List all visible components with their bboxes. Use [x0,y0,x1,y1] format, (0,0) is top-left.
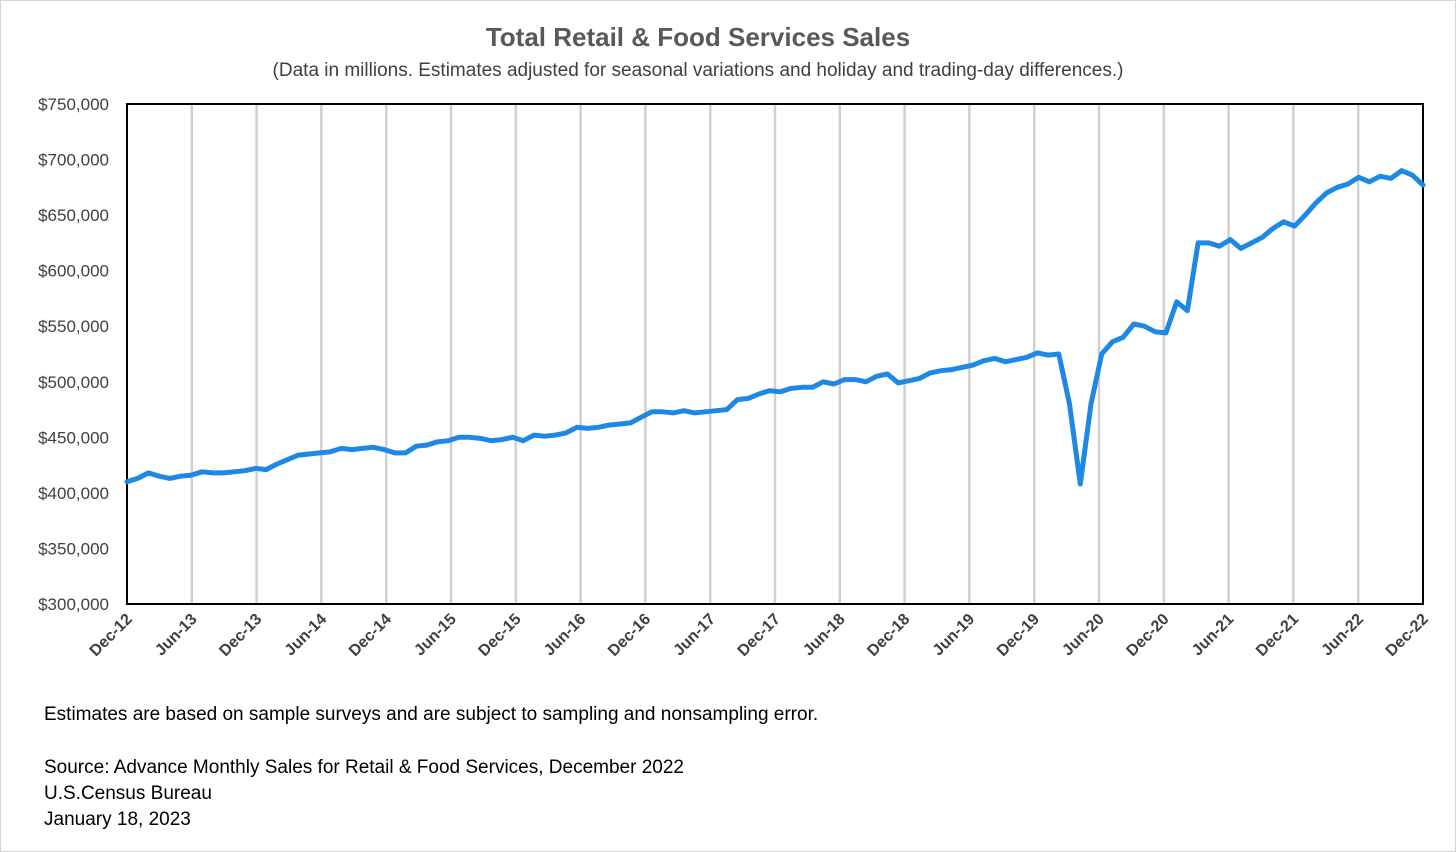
x-tick-label: Dec-20 [1123,611,1172,660]
x-tick-label: Jun-14 [282,611,331,660]
x-tick-label: Jun-18 [800,611,849,660]
x-tick-label: Dec-16 [605,611,654,660]
y-tick-label: $650,000 [38,206,109,225]
x-tick-label: Jun-20 [1059,611,1108,660]
sales-series-line [124,168,1426,487]
x-tick-label: Jun-17 [671,611,720,660]
sales-line-chart: $300,000 $350,000 $400,000 $450,000 $500,000… [38,95,1432,660]
chart-subtitle: (Data in millions. Estimates adjusted fo… [272,60,1124,81]
y-tick-label: $400,000 [38,484,109,503]
y-tick-label: $550,000 [38,317,109,336]
x-tick-label: Dec-15 [475,611,524,660]
x-tick-label: Dec-19 [994,611,1043,660]
x-tick-label: Dec-17 [735,611,784,660]
x-tick-label: Dec-14 [346,611,395,660]
x-tick-label: Dec-18 [864,611,913,660]
source-date: January 18, 2023 [44,809,191,830]
x-tick-label: Jun-21 [1189,611,1238,660]
x-tick-label: Jun-13 [152,611,201,660]
footnote: Estimates are based on sample surveys an… [44,704,819,725]
y-tick-label: $350,000 [38,539,109,558]
x-tick-label: Jun-19 [930,611,979,660]
x-tick-label: Jun-16 [541,611,590,660]
y-tick-label: $600,000 [38,262,109,281]
x-tick-label: Dec-22 [1383,611,1432,660]
y-tick-label: $700,000 [38,151,109,170]
y-tick-label: $450,000 [38,428,109,447]
x-tick-label: Jun-22 [1319,611,1368,660]
plot-area [126,103,1424,605]
x-tick-label: Dec-12 [87,611,136,660]
source-agency: U.S.Census Bureau [44,783,212,804]
x-tick-label: Dec-13 [216,611,265,660]
x-tick-label: Dec-21 [1253,611,1302,660]
y-tick-label: $300,000 [38,595,109,614]
x-tick-label: Jun-15 [411,611,460,660]
source-line: Source: Advance Monthly Sales for Retail… [44,757,684,778]
y-tick-label: $750,000 [38,95,109,114]
chart-title: Total Retail & Food Services Sales [485,22,911,52]
y-tick-label: $500,000 [38,373,109,392]
